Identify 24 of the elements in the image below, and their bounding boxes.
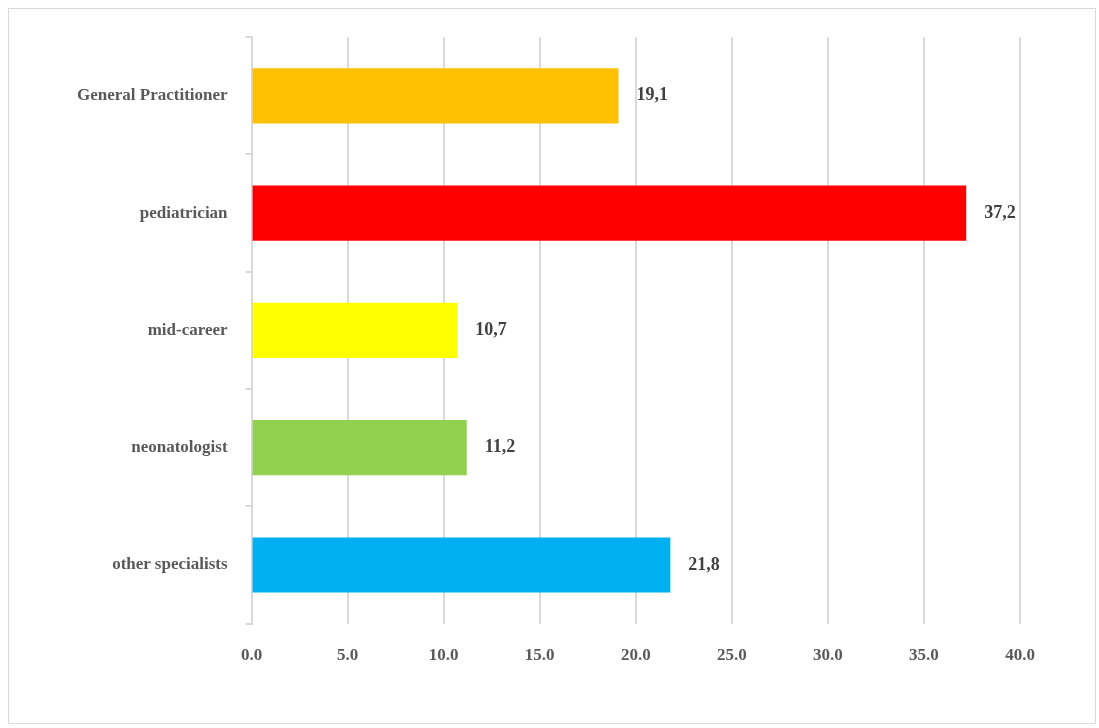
y-tick-label: other specialists xyxy=(112,554,228,574)
x-tick-label: 40.0 xyxy=(1005,645,1035,665)
x-tick-label: 10.0 xyxy=(428,645,459,665)
bar xyxy=(252,537,671,593)
data-label: 11,2 xyxy=(484,436,516,457)
y-tick-label: neonatologist xyxy=(131,437,228,457)
x-tick-label: 15.0 xyxy=(524,645,555,665)
x-tick-label: 25.0 xyxy=(716,645,747,665)
data-label: 10,7 xyxy=(475,319,507,340)
x-tick-label: 35.0 xyxy=(909,645,939,665)
x-tick-label: 20.0 xyxy=(620,645,651,665)
data-label: 19,1 xyxy=(636,84,668,105)
bar xyxy=(252,68,619,124)
bar xyxy=(252,420,467,476)
data-label: 21,8 xyxy=(688,553,720,574)
x-tick-label: 0.0 xyxy=(240,645,263,665)
y-tick-label: General Practitioner xyxy=(77,85,229,105)
x-tick-label: 30.0 xyxy=(813,645,843,665)
bar xyxy=(252,302,458,358)
data-label: 37,2 xyxy=(984,201,1016,222)
bar xyxy=(252,185,967,241)
x-tick-label: 5.0 xyxy=(337,645,359,665)
y-tick-label: pediatrician xyxy=(139,202,229,222)
y-tick-label: mid-career xyxy=(147,319,229,339)
